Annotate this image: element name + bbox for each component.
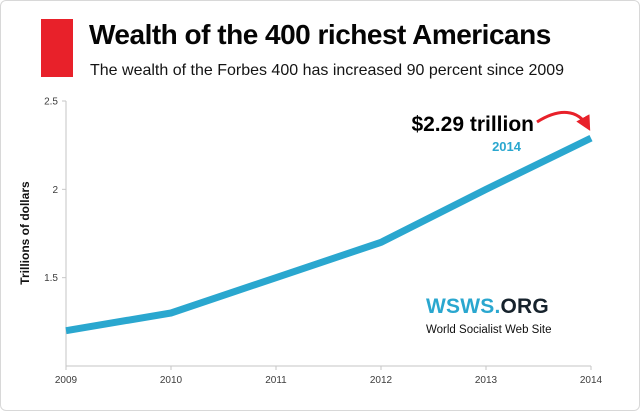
logo-wordmark: WSWS.ORG	[426, 295, 551, 319]
x-tick-label: 2010	[160, 375, 183, 386]
chart-subtitle: The wealth of the Forbes 400 has increas…	[90, 62, 565, 79]
y-tick-label: 2	[52, 185, 58, 196]
wsws-logo: WSWS.ORG World Socialist Web Site	[426, 295, 551, 336]
x-tick-label: 2011	[265, 375, 287, 386]
peak-annotation: $2.29 trillion 2014	[314, 113, 534, 154]
wealth-line	[65, 134, 593, 335]
red-accent-block	[41, 19, 73, 77]
x-tick-label: 2012	[370, 375, 393, 386]
annotation-year: 2014	[492, 139, 521, 154]
annotation-value: $2.29 trillion	[411, 113, 534, 136]
logo-tagline: World Socialist Web Site	[426, 324, 552, 336]
x-tick-label: 2009	[55, 375, 78, 386]
annotation-arrow	[536, 110, 591, 131]
y-tick-label: 2.5	[44, 97, 58, 108]
x-tick-label: 2014	[580, 375, 603, 386]
logo-wsws-text: WSWS.	[426, 295, 501, 318]
y-tick-label: 1.5	[44, 273, 58, 284]
chart-title: Wealth of the 400 richest Americans	[89, 19, 551, 50]
logo-org-text: ORG	[500, 295, 549, 318]
x-tick-label: 2013	[475, 375, 498, 386]
